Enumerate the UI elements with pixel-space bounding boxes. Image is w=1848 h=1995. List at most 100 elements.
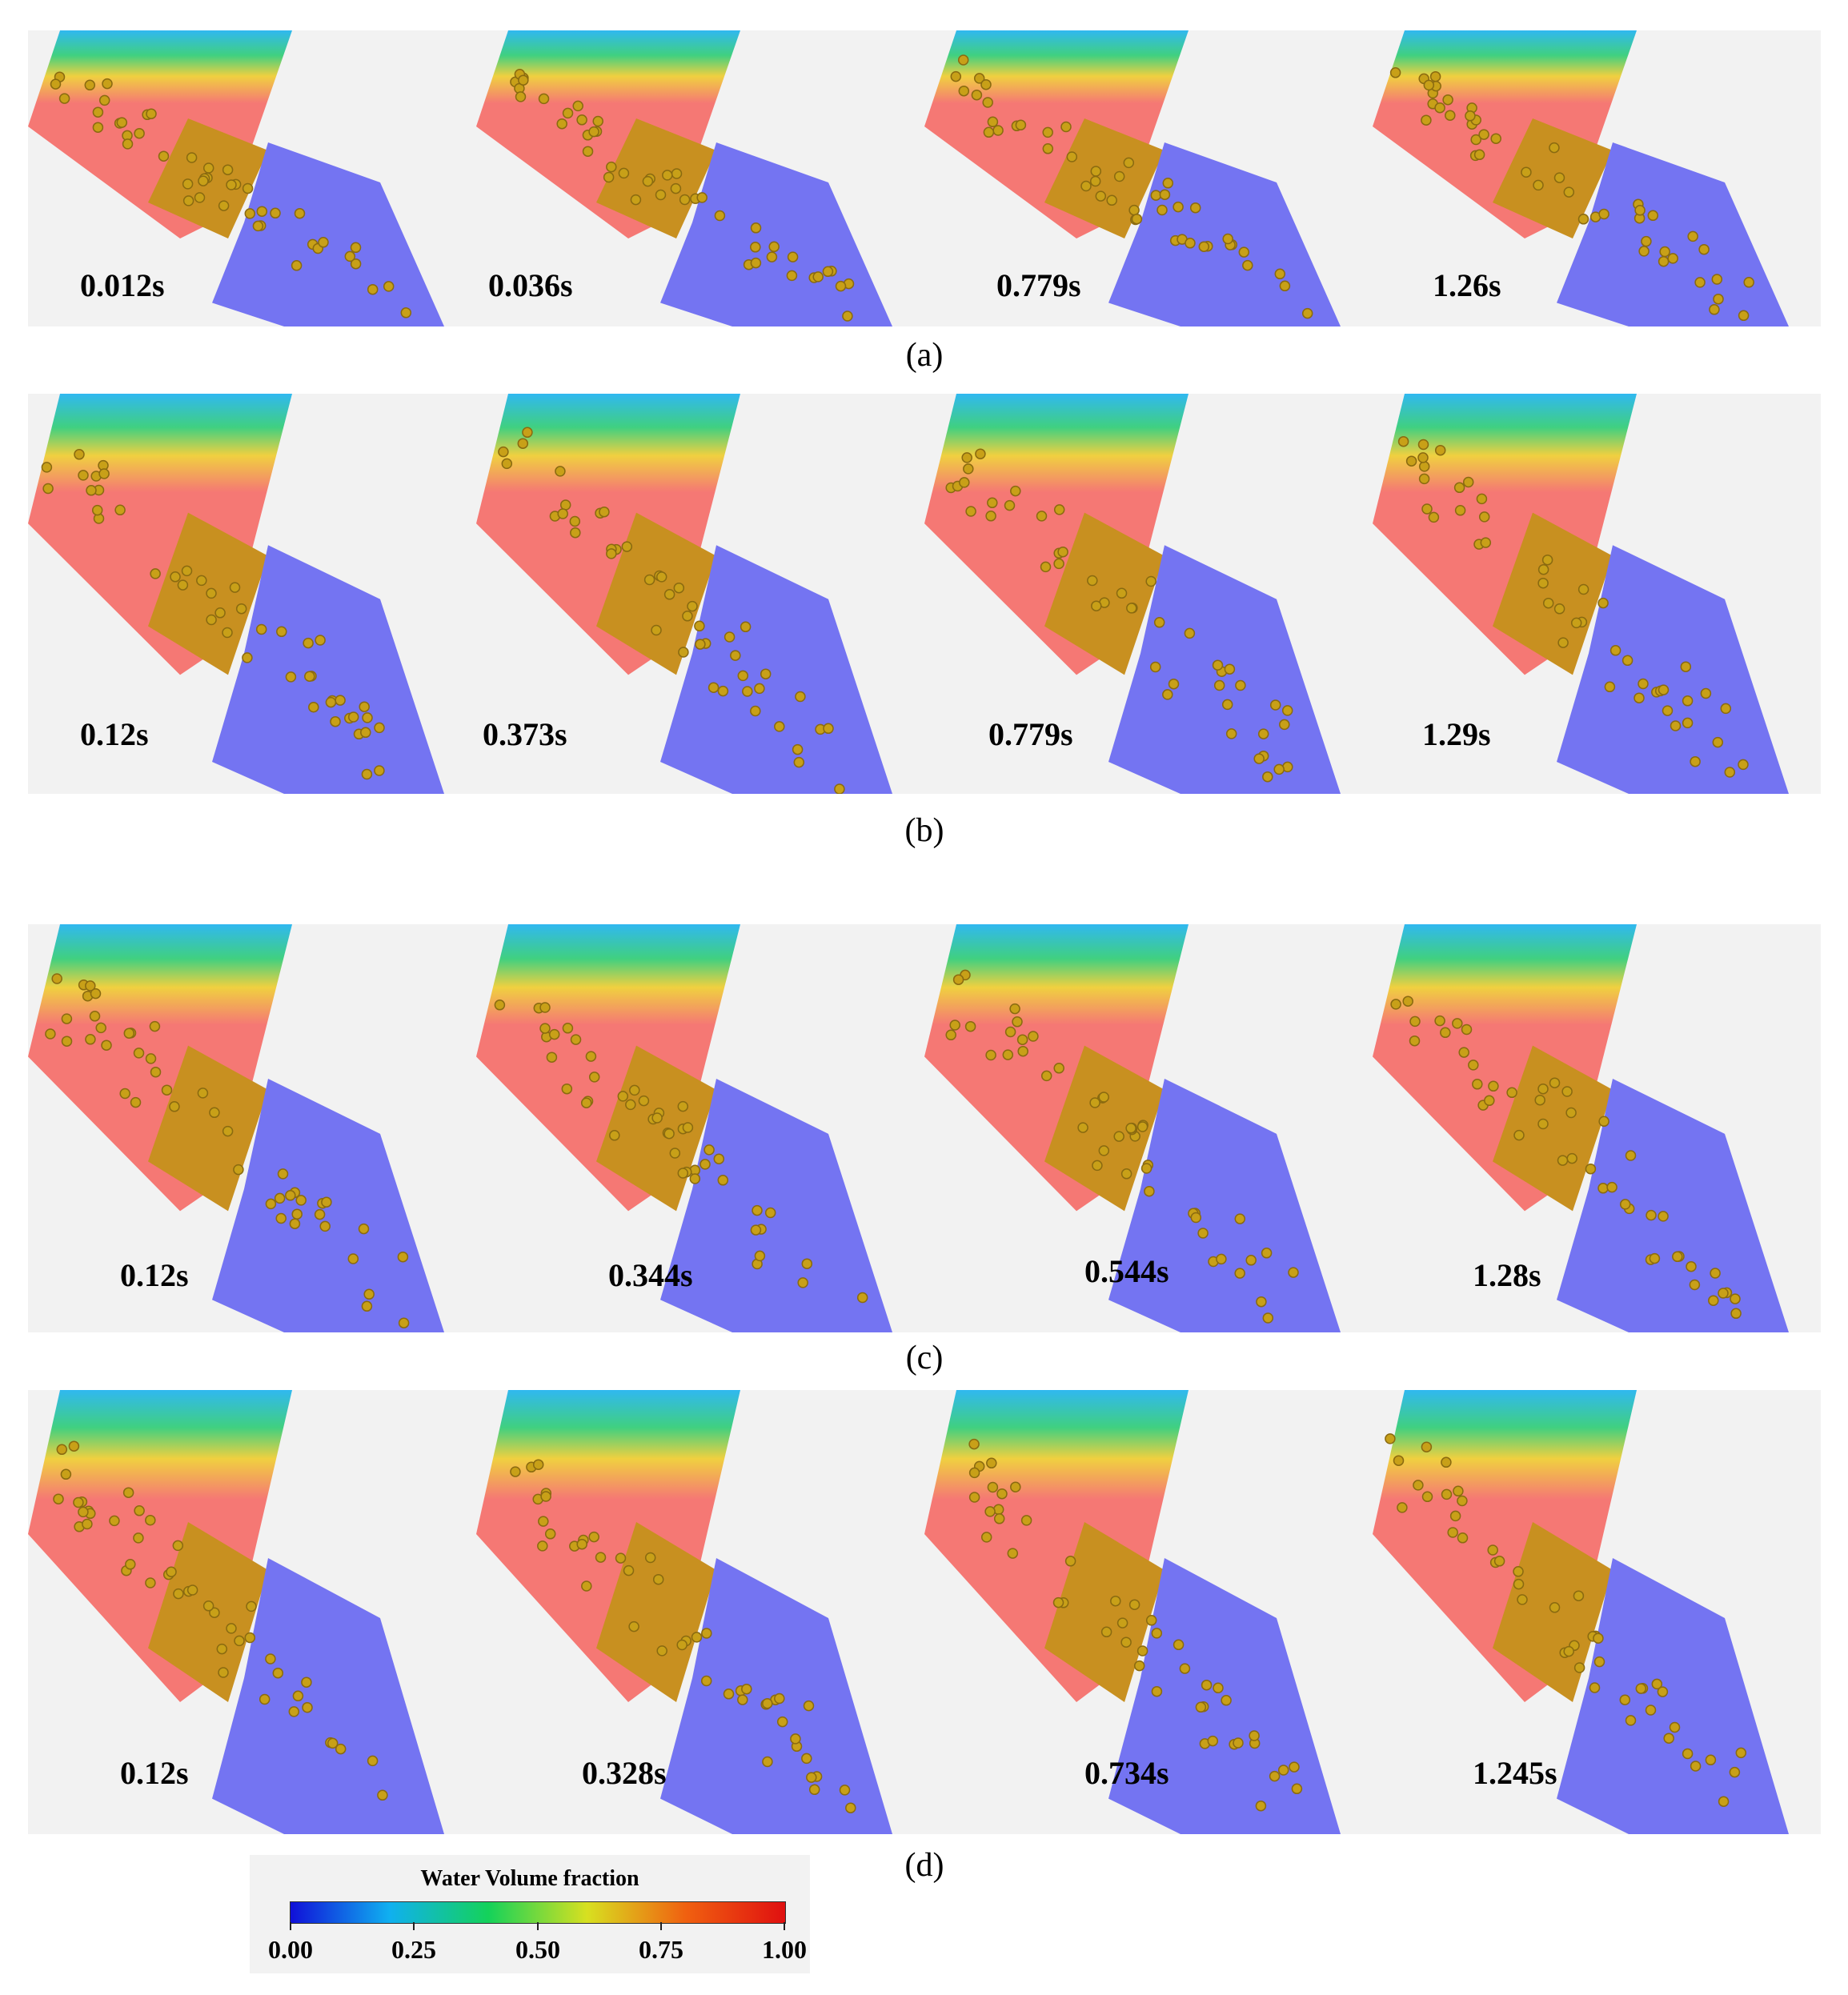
particle-marker [360,727,371,739]
particle-marker [1413,1480,1424,1491]
particle-marker [588,126,599,138]
snapshot-panel [476,394,924,794]
row-b-strip [28,394,1821,794]
particle-marker [1478,129,1489,140]
row-caption: (d) [904,1847,944,1884]
particle-marker [1729,1766,1741,1778]
particle-marker [1010,485,1021,497]
particle-marker [1092,1160,1103,1172]
particle-marker [1238,246,1250,258]
particle-marker [1256,1296,1267,1308]
particle-marker [361,1300,373,1312]
particle-marker [206,614,217,626]
particle-marker [1221,699,1233,711]
particle-marker [202,162,214,174]
particle-marker [662,170,673,181]
particle-marker [642,175,654,187]
connecting-channel-shape [1493,1045,1613,1212]
particle-marker [400,307,412,318]
particle-marker [1480,537,1492,548]
snapshot-panel [28,394,476,794]
snapshot-panel [1373,1390,1821,1834]
particle-marker [1682,717,1694,729]
particle-marker [964,1020,976,1032]
particle-marker [623,1564,635,1576]
particle-marker [1638,678,1649,690]
particle-marker [1417,439,1429,451]
particle-marker [1517,1594,1528,1605]
particle-marker [1225,728,1237,739]
particle-marker [792,743,804,755]
snapshot-panel [28,1390,476,1834]
flow-snapshot-graphic [28,30,444,326]
particle-marker [133,1048,145,1059]
particle-marker [1698,243,1710,255]
particle-marker [762,1697,773,1709]
particle-marker [1711,274,1723,285]
particle-marker [1036,511,1048,522]
particle-marker [1709,304,1720,315]
particle-marker [1570,617,1582,629]
particle-marker [539,1023,551,1034]
particle-marker [606,161,617,173]
particle-marker [270,207,281,219]
particle-marker [1635,1683,1647,1694]
legend-tick-label: 0.25 [391,1935,436,1964]
particle-marker [145,1577,156,1588]
particle-marker [1658,1211,1669,1222]
particle-marker [548,1028,560,1040]
particle-marker [1002,1049,1014,1060]
particle-marker [515,91,527,102]
legend-tick-mark [784,1922,785,1930]
particle-marker [570,1034,582,1045]
particle-marker [1447,1527,1458,1538]
particle-marker [750,242,761,253]
particle-marker [538,93,550,105]
particle-marker [1234,1268,1245,1279]
particle-marker [606,548,617,559]
particle-marker [325,696,337,708]
particle-marker [1015,119,1027,130]
particle-marker [581,1580,592,1592]
particle-marker [1490,133,1501,144]
particle-marker [1563,1645,1574,1657]
particle-marker [1409,1035,1421,1047]
particle-marker [498,446,509,458]
particle-marker [985,1049,996,1061]
connecting-channel-shape [148,1522,268,1702]
particle-marker [1277,1765,1289,1776]
particle-marker [790,1733,801,1745]
particle-marker [1198,241,1210,252]
connecting-channel-shape [596,118,716,238]
particle-marker [1513,1566,1524,1577]
particle-marker [1098,1145,1110,1156]
particle-marker [651,1112,663,1124]
particle-marker [1273,763,1285,775]
particle-marker [1040,1070,1052,1082]
particle-marker [78,470,89,481]
lower-chamber-shape [1557,1558,1789,1834]
particle-marker [1255,1800,1267,1812]
particle-marker [216,1643,228,1655]
particle-marker [98,94,110,106]
particle-marker [677,1100,689,1112]
particle-marker [537,1540,548,1552]
particle-marker [1537,1118,1549,1130]
particle-marker [787,251,799,262]
particle-marker [644,1552,656,1564]
particle-marker [1421,503,1433,515]
particle-marker [1646,1209,1657,1221]
particle-marker [1087,575,1098,587]
particle-marker [1651,1678,1663,1690]
particle-marker [1553,603,1565,615]
particle-marker [1724,767,1736,778]
particle-marker [277,1168,289,1180]
particle-marker [196,575,207,587]
particle-marker [1682,1748,1694,1760]
particle-marker [1168,678,1180,690]
particle-marker [1116,587,1128,599]
particle-marker [1690,1761,1702,1772]
particle-marker [1686,1260,1697,1272]
connecting-channel-shape [1044,1522,1165,1702]
particle-marker [1145,1615,1157,1626]
